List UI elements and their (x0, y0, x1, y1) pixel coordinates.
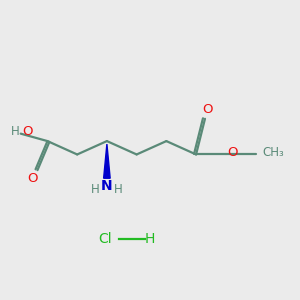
Text: H: H (11, 125, 19, 138)
Polygon shape (103, 144, 110, 178)
Text: H: H (114, 183, 123, 196)
Text: O: O (227, 146, 238, 159)
Text: H: H (145, 232, 155, 246)
Text: H: H (91, 183, 100, 196)
Text: N: N (101, 179, 113, 193)
Text: O: O (22, 125, 33, 138)
Text: Cl: Cl (99, 232, 112, 246)
Text: O: O (203, 103, 213, 116)
Text: O: O (27, 172, 38, 185)
Text: CH₃: CH₃ (262, 146, 284, 159)
